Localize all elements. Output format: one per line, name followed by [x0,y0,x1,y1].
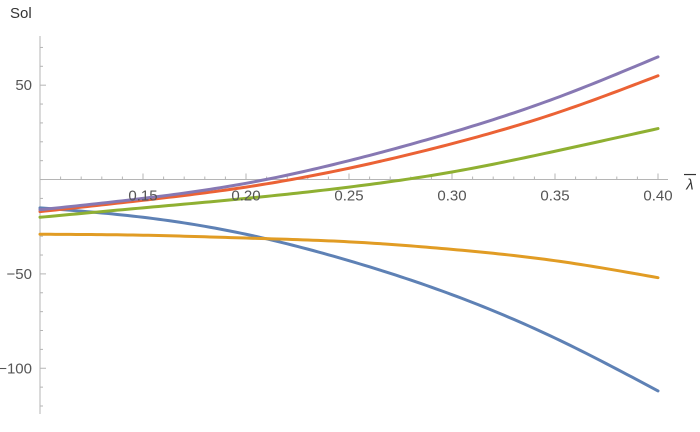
labels: 0.15 0.20 0.25 0.30 0.35 0.40 50 −50 −100 Sol λ [0,5,696,377]
x-tick-label: 0.25 [334,188,363,205]
x-tick-label: 0.30 [437,188,466,205]
series-line-2 [38,232,660,280]
x-tick-label: 0.15 [128,188,157,205]
y-tick-label: −50 [7,266,32,283]
x-tick-label: 0.35 [540,188,569,205]
series-line-3 [38,127,660,219]
axes [39,36,668,414]
series-line-1 [38,206,660,393]
series-line-5 [38,55,660,212]
x-tick-label: 0.40 [643,188,672,205]
series-group [38,55,660,393]
x-tick-label: 0.20 [231,188,260,205]
series-line-4 [38,74,660,214]
y-tick-label: 50 [15,77,32,94]
y-axis-title: Sol [10,5,32,22]
x-axis-title: λ [685,177,693,194]
y-tick-label: −100 [0,360,32,377]
